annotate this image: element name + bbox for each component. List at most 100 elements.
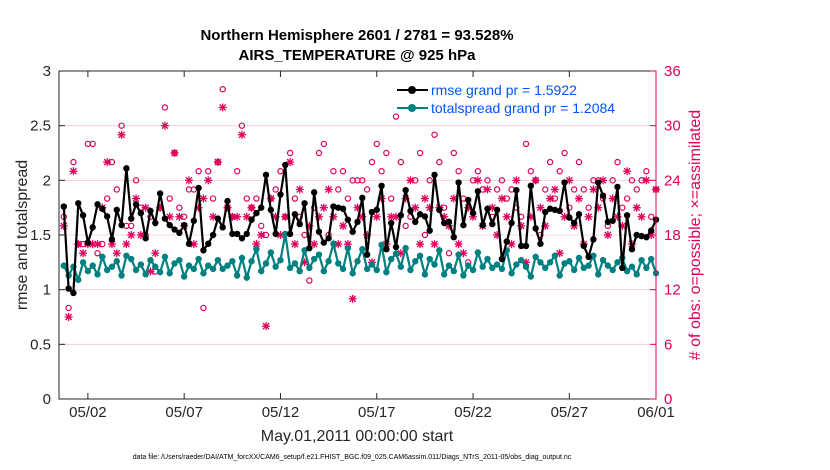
totalspread-point	[609, 266, 616, 274]
obs-possible-point	[484, 177, 491, 184]
totalspread-point	[224, 262, 231, 269]
obs-possible-point	[330, 168, 337, 175]
rmse-point	[580, 242, 587, 250]
totalspread-point	[296, 267, 303, 275]
obs-possible-point	[128, 222, 135, 230]
obs-possible-point	[445, 250, 453, 257]
totalspread-point	[570, 266, 578, 274]
rmse-point	[517, 242, 525, 250]
obs-possible-point	[436, 158, 443, 166]
totalspread-point	[421, 271, 429, 278]
rmse-point	[233, 230, 241, 238]
totalspread-point	[214, 256, 222, 264]
rmse-point	[180, 221, 188, 229]
obs-possible-point	[233, 168, 241, 175]
rmse-point	[643, 233, 650, 241]
totalspread-point	[383, 268, 390, 276]
obs-assimilated-point	[290, 240, 299, 249]
obs-possible-point	[209, 195, 217, 202]
rmse-point	[397, 212, 405, 219]
rmse-point	[628, 246, 636, 253]
rmse-point	[388, 219, 395, 227]
totalspread-point	[580, 264, 587, 271]
totalspread-point	[392, 250, 400, 257]
rmse-point	[474, 188, 482, 195]
obs-possible-point	[647, 213, 655, 220]
rmse-point	[301, 200, 308, 207]
totalspread-point	[590, 252, 597, 259]
y-right-tick-label: 0	[664, 391, 672, 408]
totalspread-point	[561, 260, 568, 267]
y-left-tick-label: 0	[43, 391, 51, 408]
obs-assimilated-point	[454, 240, 463, 249]
totalspread-point	[604, 262, 612, 269]
obs-assimilated-point	[213, 158, 222, 167]
obs-possible-point	[392, 113, 400, 120]
obs-assimilated-point	[160, 121, 169, 130]
obs-assimilated-point	[497, 194, 506, 203]
totalspread-point	[431, 261, 438, 268]
totalspread-point	[344, 244, 352, 252]
x-tick-label: 05/17	[358, 404, 396, 421]
rmse-point	[647, 227, 655, 234]
totalspread-point	[359, 246, 366, 253]
rmse-point	[436, 206, 443, 214]
totalspread-point	[614, 259, 621, 266]
obs-possible-point	[455, 168, 462, 175]
totalspread-point	[195, 255, 202, 263]
legend-spread-marker	[408, 104, 416, 112]
obs-assimilated-point	[247, 203, 256, 212]
totalspread-point	[489, 264, 496, 271]
totalspread-point	[484, 255, 491, 263]
rmse-point	[152, 219, 159, 227]
totalspread-point	[623, 267, 631, 275]
totalspread-point	[537, 259, 544, 266]
totalspread-point	[508, 270, 515, 277]
obs-possible-point	[272, 186, 279, 193]
obs-possible-point	[335, 186, 342, 193]
rmse-point	[60, 203, 68, 210]
totalspread-point	[546, 259, 554, 266]
obs-assimilated-point	[199, 194, 208, 203]
obs-possible-point	[359, 177, 366, 184]
obs-possible-point	[344, 195, 352, 202]
totalspread-point	[209, 265, 217, 273]
obs-assimilated-point	[637, 212, 646, 221]
obs-assimilated-point	[117, 130, 126, 139]
legend: rmse grand pr = 1.5922 totalspread grand…	[397, 82, 615, 116]
totalspread-point	[99, 253, 106, 261]
obs-assimilated-point	[531, 176, 540, 185]
totalspread-point	[373, 266, 380, 274]
totalspread-point	[171, 260, 178, 267]
rmse-point	[344, 216, 352, 223]
totalspread-point	[522, 263, 530, 270]
y-left-tick-label: 2	[43, 172, 51, 189]
y-right-tick-label: 24	[664, 172, 681, 189]
rmse-point	[137, 209, 145, 217]
obs-assimilated-point	[430, 240, 439, 249]
obs-possible-point	[402, 222, 409, 230]
totalspread-point	[330, 240, 337, 247]
obs-possible-point	[200, 304, 207, 312]
rmse-point	[537, 240, 544, 247]
y-left-tick-label: 1	[43, 282, 51, 299]
totalspread-point	[397, 263, 405, 270]
rmse-point	[200, 247, 207, 254]
rmse-point	[378, 182, 385, 189]
obs-possible-point	[291, 195, 299, 202]
obs-assimilated-point	[103, 158, 112, 167]
obs-possible-point	[614, 158, 621, 166]
rmse-point	[609, 217, 616, 224]
totalspread-point	[156, 268, 164, 276]
obs-possible-point	[113, 186, 120, 193]
obs-possible-point	[65, 304, 72, 312]
totalspread-point	[132, 266, 140, 274]
totalspread-point	[556, 272, 563, 279]
rmse-point	[431, 171, 438, 179]
obs-assimilated-point	[502, 212, 511, 221]
obs-possible-point	[474, 168, 482, 175]
totalspread-line	[62, 233, 658, 284]
obs-possible-point	[94, 250, 101, 257]
rmse-point	[335, 204, 342, 211]
